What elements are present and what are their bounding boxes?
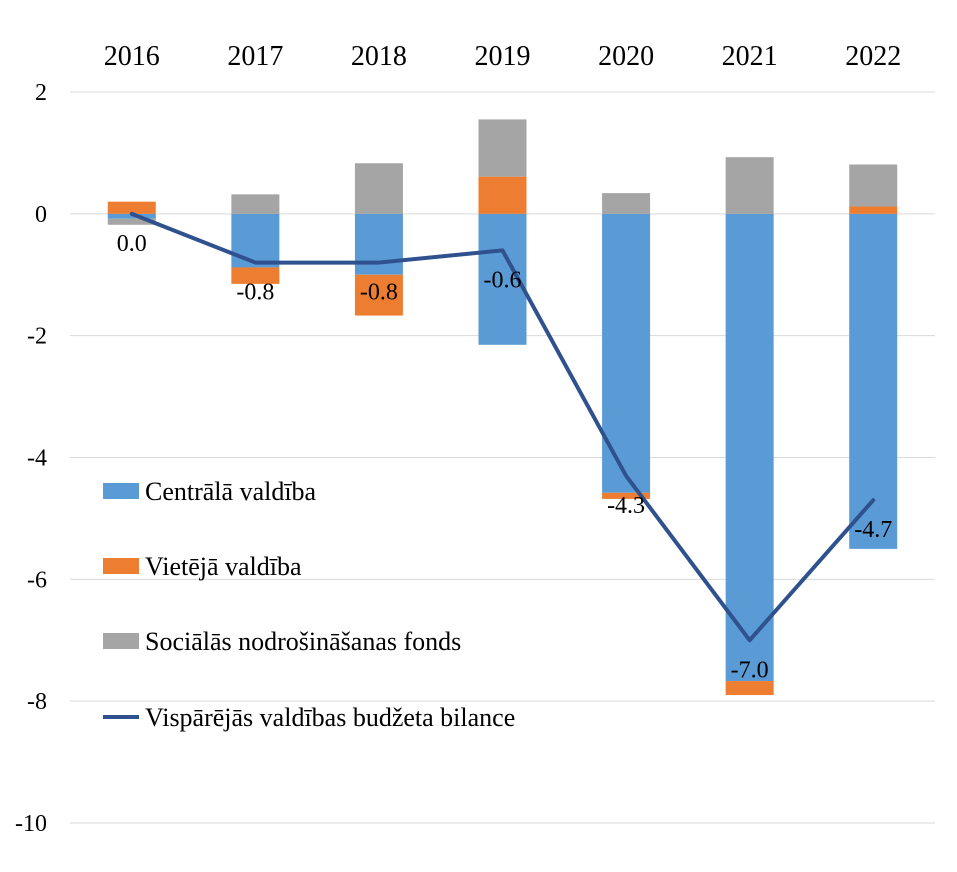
x-category-label: 2019 [475, 41, 531, 72]
y-tick-label: 0 [35, 202, 47, 228]
x-category-label: 2016 [104, 41, 160, 72]
balance-data-label: -0.8 [236, 280, 274, 306]
legend-entry: Centrālā valdība [145, 477, 317, 506]
bar-segment [354, 213, 403, 275]
x-category-label: 2022 [845, 41, 901, 72]
bar-segment [107, 201, 156, 214]
legend-entry: Sociālās nodrošināšanas fonds [145, 627, 461, 656]
bar-segment [354, 274, 403, 316]
legend-swatch [103, 633, 139, 649]
y-tick-label: -10 [15, 811, 47, 837]
bar-segment [478, 176, 527, 214]
bar-segment [725, 681, 774, 696]
bar-segment [354, 163, 403, 214]
x-category-label: 2020 [598, 41, 654, 72]
x-axis-category-labels: 2016 2017 2018 2019 2020 2021 2022 [104, 41, 901, 72]
y-tick-label: -2 [27, 324, 47, 350]
balance-data-label: -7.0 [731, 657, 769, 683]
x-category-label: 2021 [722, 41, 778, 72]
balance-data-label: -4.7 [854, 517, 892, 543]
balance-data-labels: 0.0 -0.8 -0.8 -0.6 -4.3 -7.0 -4.7 [117, 231, 892, 683]
bar-segment [602, 213, 651, 493]
legend: Centrālā valdība Vietējā valdība Sociālās … [103, 477, 515, 732]
bar-segment [602, 492, 651, 499]
bar-segment [849, 213, 898, 549]
balance-line-path [129, 211, 876, 643]
x-category-label: 2018 [351, 41, 407, 72]
legend-swatch [103, 558, 139, 574]
bar-segment [231, 213, 280, 268]
balance-data-label: -0.8 [360, 280, 398, 306]
bar-segment [107, 218, 156, 225]
stacked-bars [107, 119, 898, 696]
bar-segment [107, 213, 156, 219]
y-tick-label: 2 [35, 80, 47, 106]
y-tick-label: -4 [27, 446, 47, 472]
x-category-label: 2017 [227, 41, 283, 72]
bar-segment [231, 194, 280, 214]
bar-segment [725, 157, 774, 214]
y-axis-tick-labels: 2 0 -2 -4 -6 -8 -10 [15, 80, 47, 837]
bar-segment [849, 164, 898, 207]
legend-swatch [103, 483, 139, 499]
legend-entry: Vispārējās valdības budžeta bilance [145, 703, 515, 732]
y-tick-label: -8 [27, 689, 47, 715]
y-tick-label: -6 [27, 567, 47, 593]
bar-segment [725, 213, 774, 682]
balance-data-label: 0.0 [117, 231, 147, 257]
balance-data-label: -4.3 [607, 493, 645, 519]
bar-segment [849, 206, 898, 214]
balance-line [129, 211, 876, 643]
bar-segment [602, 193, 651, 214]
legend-entry: Vietējā valdība [145, 552, 302, 581]
bar-segment [478, 119, 527, 177]
balance-data-label: -0.6 [484, 267, 522, 293]
bar-segment [231, 267, 280, 284]
